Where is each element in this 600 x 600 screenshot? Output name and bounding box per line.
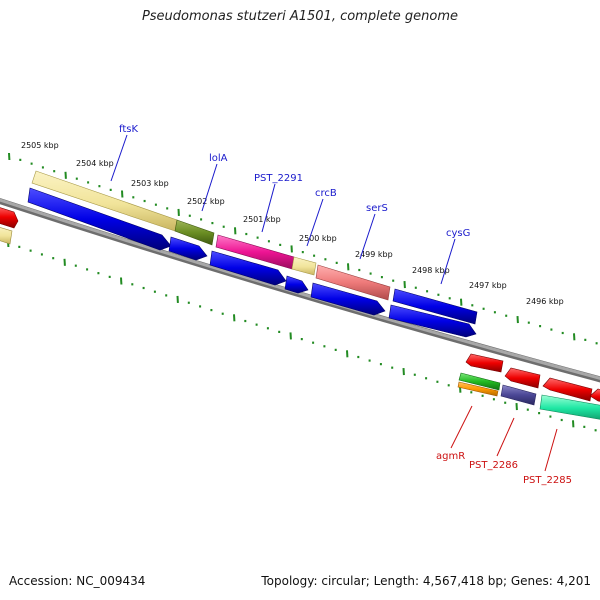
scale-label-2496: 2496 kbp <box>526 297 564 306</box>
outer-scale-ring <box>8 152 598 345</box>
scale-label-2501: 2501 kbp <box>243 215 281 224</box>
scale-label-2504: 2504 kbp <box>76 159 114 168</box>
gene-PST_2285 <box>539 394 600 420</box>
cds-arrow <box>388 304 477 338</box>
scale-label-2503: 2503 kbp <box>131 179 169 188</box>
gene-lolA <box>174 219 215 246</box>
scale-labels: 2505 kbp 2504 kbp 2503 kbp 2502 kbp 2501… <box>21 141 564 306</box>
reverse-label-leaders <box>450 405 558 472</box>
map-title: Pseudomonas stutzeri A1501, complete gen… <box>141 9 459 24</box>
scale-label-2502: 2502 kbp <box>187 197 225 206</box>
gene-label-crcB: crcB <box>315 188 337 199</box>
backbone <box>0 198 600 380</box>
cds-arrow <box>27 187 172 251</box>
inner-scale-ring <box>7 239 597 432</box>
cds-arrow <box>168 236 208 261</box>
cds-arrow-reverse <box>504 367 541 389</box>
cds-feature <box>0 227 13 245</box>
gene-agmR-orange <box>457 381 499 397</box>
gene-label-lolA: lolA <box>209 153 228 164</box>
scale-label-2500: 2500 kbp <box>299 234 337 243</box>
cds-arrow <box>310 282 386 316</box>
cds-arrow-reverse <box>589 388 600 402</box>
gene-PST_2286 <box>500 384 537 406</box>
scale-label-2497: 2497 kbp <box>469 281 507 290</box>
scale-label-2498: 2498 kbp <box>412 266 450 275</box>
gene-label-PST_2285: PST_2285 <box>523 475 572 486</box>
cds-feature <box>0 207 19 229</box>
forward-label-leaders <box>110 134 456 285</box>
scale-label-2499: 2499 kbp <box>355 250 393 259</box>
accession-label: Accession: NC_009434 <box>9 574 146 588</box>
gene-label-PST_2291: PST_2291 <box>254 173 303 184</box>
gene-serS <box>315 264 391 301</box>
cds-arrow <box>209 250 287 286</box>
gene-agmR-green <box>458 372 501 391</box>
cds-arrow <box>284 275 309 294</box>
gene-label-agmR: agmR <box>436 451 465 462</box>
gene-label-ftsK: ftsK <box>119 124 138 135</box>
gene-label-serS: serS <box>366 203 388 214</box>
genome-stats-label: Topology: circular; Length: 4,567,418 bp… <box>261 574 591 588</box>
scale-label-2505: 2505 kbp <box>21 141 59 150</box>
gene-label-PST_2286: PST_2286 <box>469 460 518 471</box>
cds-arrow-reverse <box>465 353 504 373</box>
gene-label-cysG: cysG <box>446 228 470 239</box>
gene-crcB <box>291 256 317 276</box>
gene-cysG <box>392 288 478 325</box>
